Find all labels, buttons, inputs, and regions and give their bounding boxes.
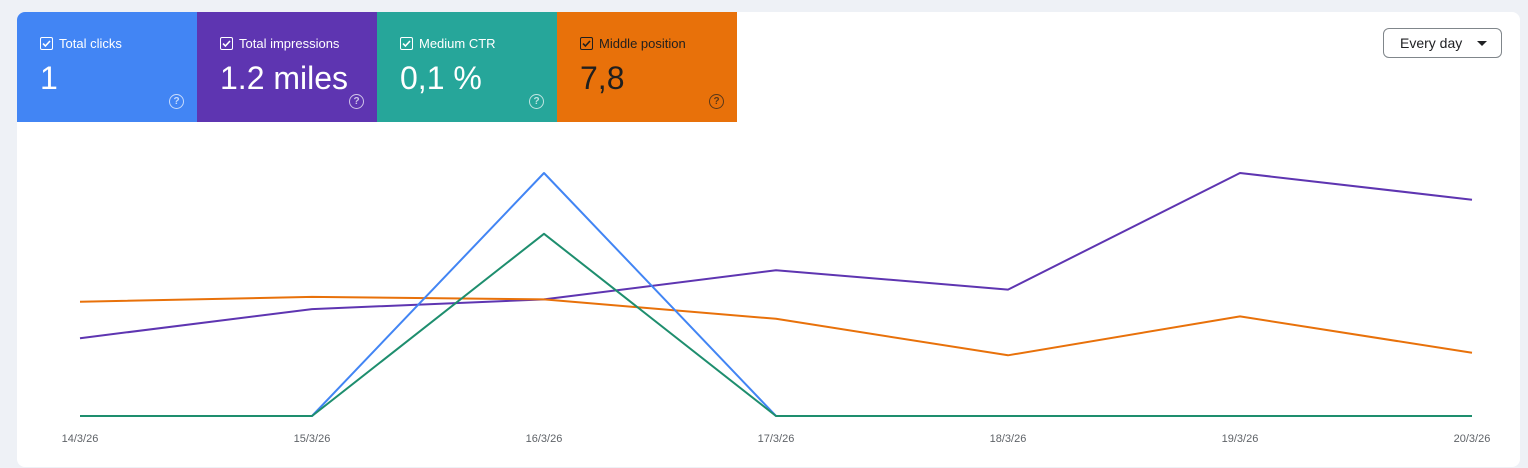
- checkbox-checked-icon[interactable]: [580, 37, 593, 50]
- card-label-text: Total impressions: [239, 36, 340, 51]
- help-icon[interactable]: ?: [529, 94, 544, 109]
- card-value: 7,8: [580, 60, 625, 96]
- checkbox-checked-icon[interactable]: [220, 37, 233, 50]
- x-tick-label: 14/3/26: [62, 433, 99, 445]
- performance-panel: 14/3/26 15/3/26 16/3/26 17/3/26 18/3/26 19/3/…: [17, 12, 1520, 467]
- x-tick-label: 20/3/26: [1454, 433, 1491, 445]
- x-tick-label: 16/3/26: [526, 433, 563, 445]
- date-granularity-dropdown[interactable]: Every day: [1383, 28, 1502, 58]
- card-total-impressions[interactable]: Total impressions 1.2 miles ?: [197, 12, 377, 122]
- x-tick-label: 19/3/26: [1222, 433, 1259, 445]
- checkbox-checked-icon[interactable]: [400, 37, 413, 50]
- help-icon[interactable]: ?: [709, 94, 724, 109]
- card-value: 1.2 miles: [220, 60, 349, 96]
- card-middle-position[interactable]: Middle position 7,8 ?: [557, 12, 737, 122]
- performance-line-chart: 14/3/26 15/3/26 16/3/26 17/3/26 18/3/26 19/3/…: [62, 172, 1491, 445]
- series-line-medium-ctr: [80, 232, 1472, 417]
- card-label-text: Middle position: [599, 36, 686, 51]
- dropdown-label: Every day: [1400, 35, 1463, 51]
- card-total-clicks[interactable]: Total clicks 1 ?: [17, 12, 197, 122]
- card-label-text: Medium CTR: [419, 36, 496, 51]
- series-line-total-impressions: [79, 172, 1473, 340]
- caret-down-icon: [1477, 41, 1487, 46]
- card-medium-ctr[interactable]: Medium CTR 0,1 % ?: [377, 12, 557, 122]
- series-line-middle-position: [79, 295, 1473, 357]
- metric-cards: Total clicks 1 ? Total impressions 1.2 m…: [17, 12, 737, 122]
- help-icon[interactable]: ?: [169, 94, 184, 109]
- series-line-total-clicks: [80, 172, 1472, 417]
- help-icon[interactable]: ?: [349, 94, 364, 109]
- x-tick-label: 17/3/26: [758, 433, 795, 445]
- card-value: 1: [40, 60, 58, 96]
- card-value: 0,1 %: [400, 60, 482, 96]
- checkbox-checked-icon[interactable]: [40, 37, 53, 50]
- x-tick-label: 18/3/26: [990, 433, 1027, 445]
- card-label-text: Total clicks: [59, 36, 122, 51]
- x-tick-label: 15/3/26: [294, 433, 331, 445]
